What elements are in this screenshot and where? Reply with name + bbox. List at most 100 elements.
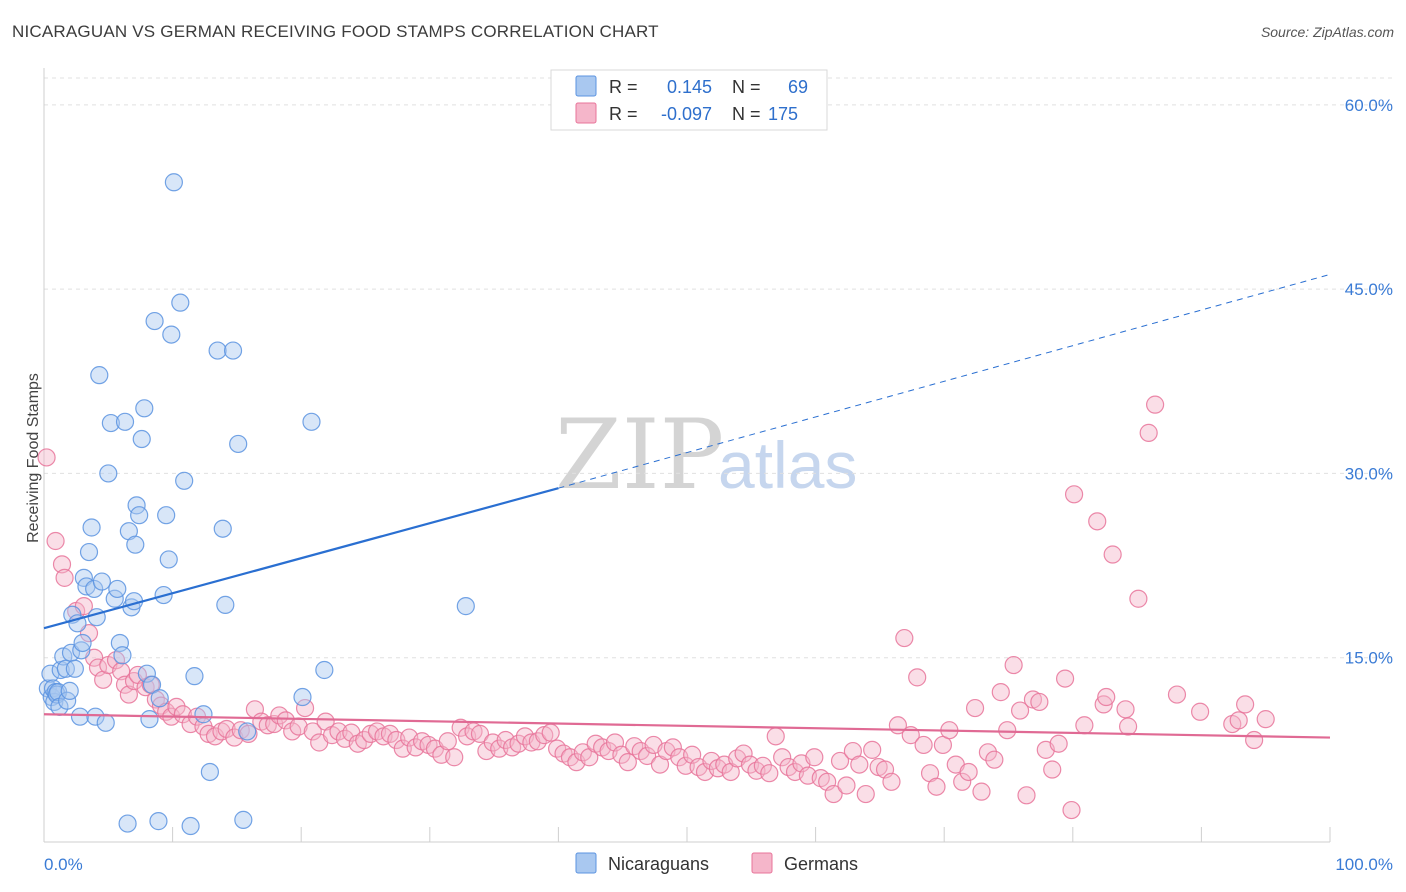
germans-point	[1043, 760, 1062, 779]
chart-title: NICARAGUAN VS GERMAN RECEIVING FOOD STAM…	[12, 22, 659, 41]
germans-point	[760, 764, 779, 783]
germans-point	[612, 745, 631, 764]
germans-point	[824, 784, 843, 804]
nicaraguans-point	[79, 542, 99, 562]
germans-point	[895, 628, 914, 648]
nicaraguans-point	[137, 664, 156, 683]
germans-point	[445, 748, 464, 767]
nicaraguans-point	[86, 707, 105, 726]
germans-point	[805, 748, 824, 767]
nicaraguans-point	[171, 293, 190, 312]
germans-point	[985, 750, 1004, 769]
germans-point	[1103, 545, 1122, 564]
watermark-atlas: atlas	[718, 428, 857, 502]
nicaraguans-point	[162, 325, 181, 344]
nicaraguans-point	[216, 595, 235, 614]
germans-point	[1075, 716, 1094, 735]
germans-point	[837, 776, 856, 795]
nicaraguans-point	[194, 705, 213, 724]
nicaraguans-point	[85, 579, 104, 599]
germans-point	[998, 721, 1017, 740]
legend-swatch-pink	[575, 102, 597, 124]
germans-point	[55, 568, 74, 587]
nicaraguans-point	[293, 687, 312, 707]
nicaraguans-point	[115, 412, 135, 431]
germans-point	[1017, 786, 1036, 805]
germans-point	[676, 756, 695, 775]
germans-point	[773, 748, 792, 767]
germans-point	[1118, 717, 1138, 736]
nicaraguans-point	[130, 506, 149, 525]
germans-point	[953, 772, 972, 791]
germans-point	[1064, 485, 1084, 504]
germans-point	[173, 705, 192, 724]
nicaraguans-point	[90, 366, 109, 385]
nicaraguans-point	[234, 810, 253, 829]
germans-point	[470, 724, 490, 743]
germans-point	[914, 735, 933, 755]
germans-point	[927, 777, 946, 796]
nicaraguans-point	[229, 434, 248, 454]
nicaraguans-point	[45, 692, 64, 712]
germans-point	[978, 743, 998, 762]
series-legend-label-nicaraguans: Nicaraguans	[608, 854, 709, 874]
nicaraguans-point	[181, 816, 200, 836]
nicaraguans-point	[96, 713, 115, 732]
germans-point	[509, 734, 528, 753]
germans-point	[1004, 655, 1023, 675]
nicaraguans-point	[159, 550, 178, 569]
nicaraguans-point	[200, 762, 219, 782]
germans-point	[393, 739, 412, 758]
germans-point	[1167, 685, 1187, 704]
nicaraguans-point	[99, 464, 118, 483]
germans-point	[663, 738, 682, 757]
nicaraguans-point	[73, 633, 92, 653]
germans-point	[79, 624, 99, 643]
nicaraguans-point	[142, 675, 162, 694]
germans-point	[1146, 395, 1165, 414]
germans-point	[115, 675, 135, 694]
germans-point	[1229, 711, 1248, 730]
germans-point	[1256, 710, 1275, 729]
nicaraguans-point	[126, 535, 145, 554]
y-tick-labels: 15.0% 30.0% 45.0% 60.0%	[1345, 96, 1393, 668]
nicaraguans-point	[65, 659, 84, 678]
germans-point	[753, 756, 772, 775]
germans-point	[295, 698, 315, 718]
germans-point	[638, 746, 657, 766]
legend-box	[550, 69, 828, 131]
nicaraguans-point	[72, 641, 91, 660]
x-tick-label-min: 0.0%	[44, 855, 83, 874]
series-legend: Nicaraguans Germans	[575, 852, 858, 874]
germans-point	[856, 784, 875, 804]
germans-point	[908, 668, 927, 687]
germans-point	[438, 732, 457, 751]
nicaraguans-point	[118, 814, 137, 833]
legend-r-value-pink: -0.097	[661, 104, 712, 124]
germans-point	[1129, 589, 1148, 608]
germans-point	[965, 698, 985, 718]
germans-point	[991, 683, 1010, 702]
germans-point	[830, 751, 850, 771]
grid	[44, 77, 1393, 659]
nicaraguans-point	[223, 341, 243, 360]
germans-trend-line	[43, 713, 1331, 739]
germans-point	[1116, 700, 1135, 719]
germans-point	[618, 753, 637, 772]
germans-point	[863, 740, 882, 759]
germans-point	[972, 782, 991, 801]
chart-source: Source: ZipAtlas.com	[1260, 24, 1394, 40]
germans-point	[1030, 692, 1049, 712]
nicaraguans-point	[60, 681, 79, 700]
y-tick-label: 60.0%	[1345, 96, 1393, 115]
legend-r-label-pink: R =	[609, 104, 638, 124]
x-tick-label-max: 100.0%	[1335, 855, 1393, 874]
germans-point	[52, 555, 72, 574]
germans-point	[329, 722, 348, 741]
germans-point	[1139, 423, 1158, 442]
nicaraguans-point	[208, 341, 227, 360]
nicaraguans-point	[456, 597, 475, 616]
nicaraguans-point	[213, 519, 232, 538]
nicaraguans-point	[238, 722, 257, 741]
